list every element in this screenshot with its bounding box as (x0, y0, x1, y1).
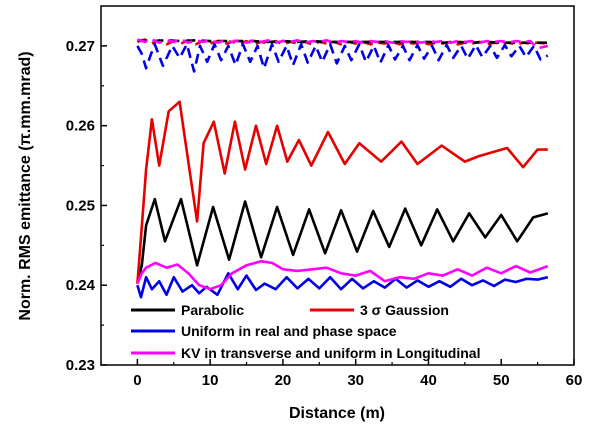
x-axis-ticks: 0 10 20 30 40 50 60 (100, 359, 583, 389)
series-layer (136, 38, 549, 299)
y-tick-label: 0.25 (66, 197, 95, 214)
series-line-1 (136, 197, 549, 284)
x-tick-label: 30 (347, 372, 364, 389)
x-tick-label: 10 (202, 372, 219, 389)
y-tick-label: 0.27 (66, 38, 95, 55)
y-tick-label: 0.26 (66, 118, 95, 135)
series-line-2 (136, 100, 548, 284)
x-tick-label: 40 (420, 372, 437, 389)
legend-label: Uniform in real and phase space (181, 323, 397, 339)
series-line-7 (136, 43, 549, 73)
series-line-8 (136, 38, 549, 50)
legend-label: 3 σ Gaussion (360, 302, 449, 318)
x-tick-label: 50 (493, 372, 510, 389)
y-tick-label: 0.23 (66, 357, 95, 374)
plot-frame (100, 5, 575, 366)
y-axis-ticks: 0.23 0.24 0.25 0.26 0.27 (66, 38, 107, 374)
y-axis-title: Norm. RMS emittance (π.mm.mrad) (17, 51, 34, 320)
legend-label: Parabolic (181, 302, 244, 318)
series-line-4 (136, 260, 549, 291)
x-axis-title: Distance (m) (289, 405, 385, 422)
legend: Parabolic 3 σ Gaussion Uniform in real and… (131, 302, 480, 361)
legend-label: KV in transverse and uniform in Longitud… (181, 345, 480, 361)
y-tick-label: 0.24 (66, 277, 96, 294)
x-tick-label: 20 (275, 372, 292, 389)
series-line-3 (136, 272, 549, 299)
x-tick-label: 0 (133, 372, 141, 389)
x-tick-label: 60 (566, 372, 583, 389)
